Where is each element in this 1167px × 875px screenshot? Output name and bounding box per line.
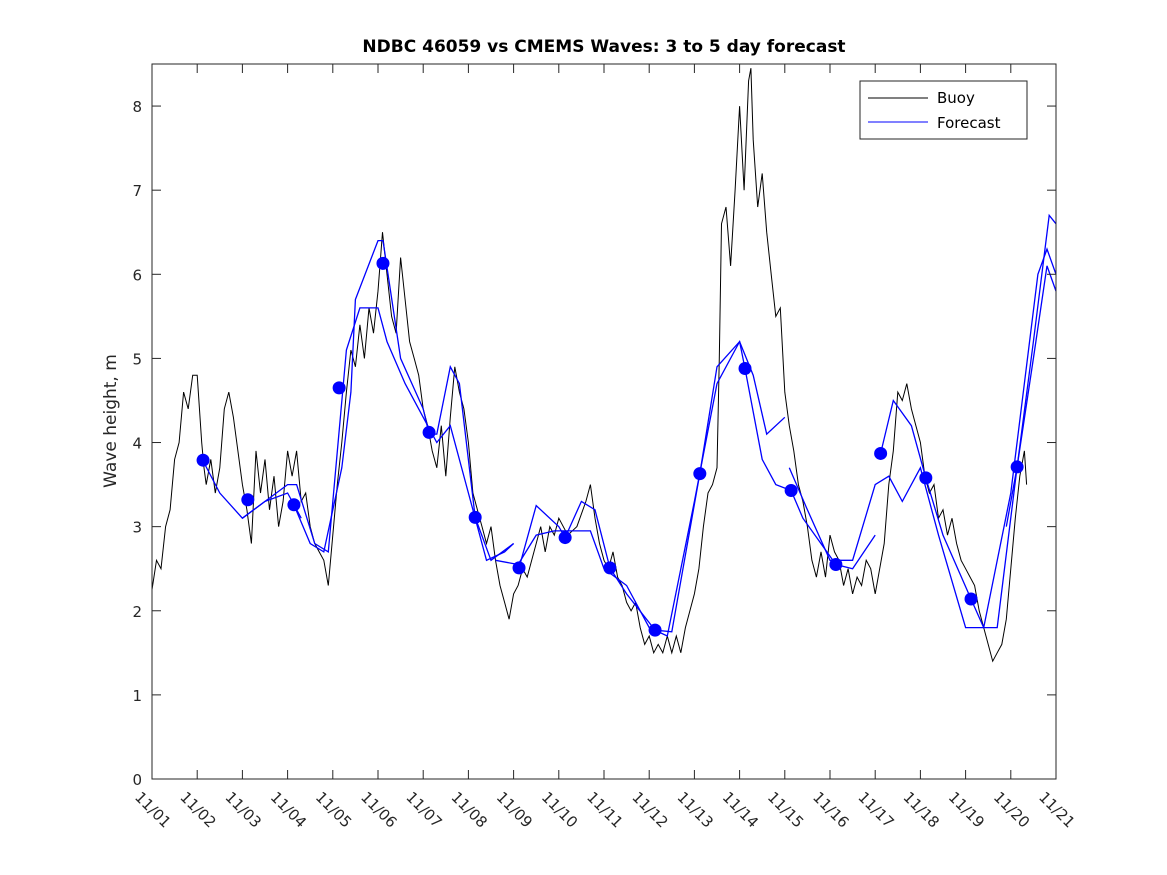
forecast-marker-17 [964, 592, 978, 606]
legend-box [859, 80, 1028, 140]
x-tick-label: 11/03 [222, 788, 265, 831]
forecast-marker-11 [693, 467, 707, 481]
x-tick-label: 11/08 [448, 788, 491, 831]
legend-buoy-label: Buoy [937, 89, 975, 107]
forecast-marker-3 [332, 381, 346, 395]
x-tick-label: 11/18 [900, 788, 943, 831]
forecast-series-line-2 [293, 239, 514, 562]
y-axis-label: Wave height, m [101, 354, 121, 488]
forecast-series-line-6 [879, 213, 1057, 629]
forecast-marker-14 [829, 558, 843, 571]
forecast-marker-6 [468, 510, 482, 524]
forecast-marker-0 [196, 453, 210, 467]
x-tick-label: 11/04 [267, 788, 310, 831]
x-tick-label: 11/09 [493, 788, 536, 831]
y-tick-label: 6 [132, 266, 142, 284]
legend: Buoy Forecast [859, 80, 1028, 140]
forecast-series-line-0 [202, 460, 302, 520]
x-axis: 11/01 11/02 11/03 11/04 11/05 11/06 11/07 11/08… [131, 64, 1078, 831]
x-tick-label: 11/19 [945, 788, 988, 831]
y-tick-label: 4 [132, 435, 142, 453]
axes-box [151, 63, 1057, 780]
x-tick-label: 11/12 [628, 788, 671, 831]
x-tick-label: 11/11 [583, 788, 626, 831]
forecast-marker-18 [1010, 460, 1024, 474]
legend-forecast-label: Forecast [937, 114, 1001, 132]
chart-title: NDBC 46059 vs CMEMS Waves: 3 to 5 day fo… [362, 37, 845, 57]
forecast-marker-4 [376, 256, 390, 270]
forecast-series-line-7 [1005, 265, 1057, 527]
forecast-marker-8 [558, 531, 572, 545]
x-tick-label: 11/20 [990, 788, 1033, 831]
y-tick-label: 7 [132, 182, 142, 200]
x-tick-label: 11/06 [357, 788, 400, 831]
y-tick-label: 5 [132, 350, 142, 368]
forecast-marker-7 [512, 561, 526, 575]
x-tick-label: 11/07 [402, 788, 445, 831]
plot-area [151, 68, 1057, 663]
x-tick-label: 11/10 [538, 788, 581, 831]
x-tick-label: 11/14 [719, 788, 762, 831]
forecast-series-line-4 [518, 340, 876, 633]
forecast-series-line-5 [788, 247, 1057, 629]
forecast-marker-2 [287, 498, 301, 512]
y-tick-label: 1 [132, 687, 142, 705]
forecast-marker-9 [603, 561, 617, 575]
x-tick-label: 11/21 [1035, 788, 1078, 831]
forecast-marker-16 [919, 471, 933, 485]
x-tick-label: 11/02 [176, 788, 219, 831]
y-tick-label: 8 [132, 98, 142, 116]
forecast-marker-1 [241, 493, 255, 507]
x-tick-label: 11/05 [312, 788, 355, 831]
forecast-marker-13 [784, 483, 798, 497]
forecast-marker-5 [422, 425, 436, 439]
forecast-marker-12 [738, 362, 752, 376]
forecast-marker-10 [648, 623, 662, 637]
x-tick-label: 11/01 [131, 788, 174, 831]
x-tick-label: 11/15 [764, 788, 807, 831]
buoy-series-line [151, 68, 1028, 663]
y-tick-label: 0 [132, 771, 142, 789]
forecast-marker-15 [874, 446, 888, 460]
y-tick-label: 2 [132, 603, 142, 621]
y-tick-label: 3 [132, 519, 142, 537]
x-tick-label: 11/16 [809, 788, 852, 831]
forecast-series-line-1 [242, 307, 515, 562]
x-tick-label: 11/13 [674, 788, 717, 831]
forecast-series-line-3 [495, 340, 786, 637]
x-tick-label: 11/17 [854, 788, 897, 831]
y-axis: 0 1 2 3 4 5 6 7 8 [132, 98, 1056, 789]
